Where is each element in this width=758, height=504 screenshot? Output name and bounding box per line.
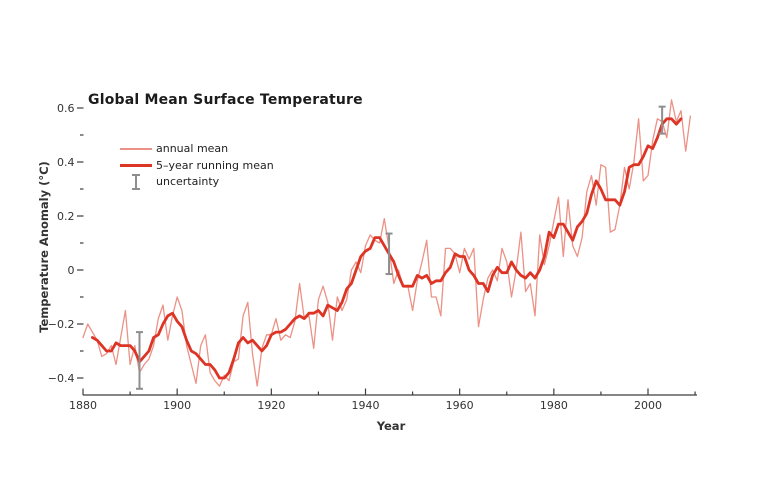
y-tick-label: −0.4 xyxy=(48,372,75,385)
running-mean-swatch-wrap xyxy=(120,163,152,167)
x-tick-label: 1960 xyxy=(446,399,474,412)
x-tick-label: 1900 xyxy=(163,399,191,412)
x-tick-label: 1980 xyxy=(540,399,568,412)
errorbar-top-cap xyxy=(132,173,140,176)
five-year-running-mean-line xyxy=(91,117,683,380)
x-axis-title: Year xyxy=(376,419,406,433)
y-tick-label: −0.2 xyxy=(48,318,75,331)
legend-item-annual-mean: annual mean xyxy=(120,142,274,155)
legend-label-running-mean: 5–year running mean xyxy=(156,158,274,172)
errorbar-bottom-cap xyxy=(132,187,140,190)
y-tick-label: 0.6 xyxy=(57,102,75,115)
legend-item-running-mean: 5–year running mean xyxy=(120,159,274,172)
x-tick-label: 2000 xyxy=(634,399,662,412)
legend: annual mean 5–year running mean uncertai… xyxy=(120,142,274,190)
y-tick-label: 0.4 xyxy=(57,156,75,169)
annual-mean-swatch-wrap xyxy=(120,147,152,150)
x-tick-label: 1940 xyxy=(352,399,380,412)
running-mean-swatch xyxy=(120,163,152,167)
uncertainty-errorbar-icon xyxy=(132,173,141,190)
legend-label-annual-mean: annual mean xyxy=(156,142,229,155)
x-tick-label: 1920 xyxy=(257,399,285,412)
legend-item-uncertainty: uncertainty xyxy=(120,173,274,190)
annual-mean-swatch xyxy=(120,147,152,150)
chart-title: Global Mean Surface Temperature xyxy=(88,92,363,108)
errorbar-stem xyxy=(135,175,137,188)
legend-label-uncertainty: uncertainty xyxy=(156,175,220,188)
x-tick-label: 1880 xyxy=(69,399,97,412)
y-tick-label: 0.2 xyxy=(57,210,75,223)
uncertainty-swatch-wrap xyxy=(120,173,152,190)
y-tick-label: 0 xyxy=(68,264,75,277)
y-axis-title: Temperature Anomaly (°C) xyxy=(37,161,51,333)
